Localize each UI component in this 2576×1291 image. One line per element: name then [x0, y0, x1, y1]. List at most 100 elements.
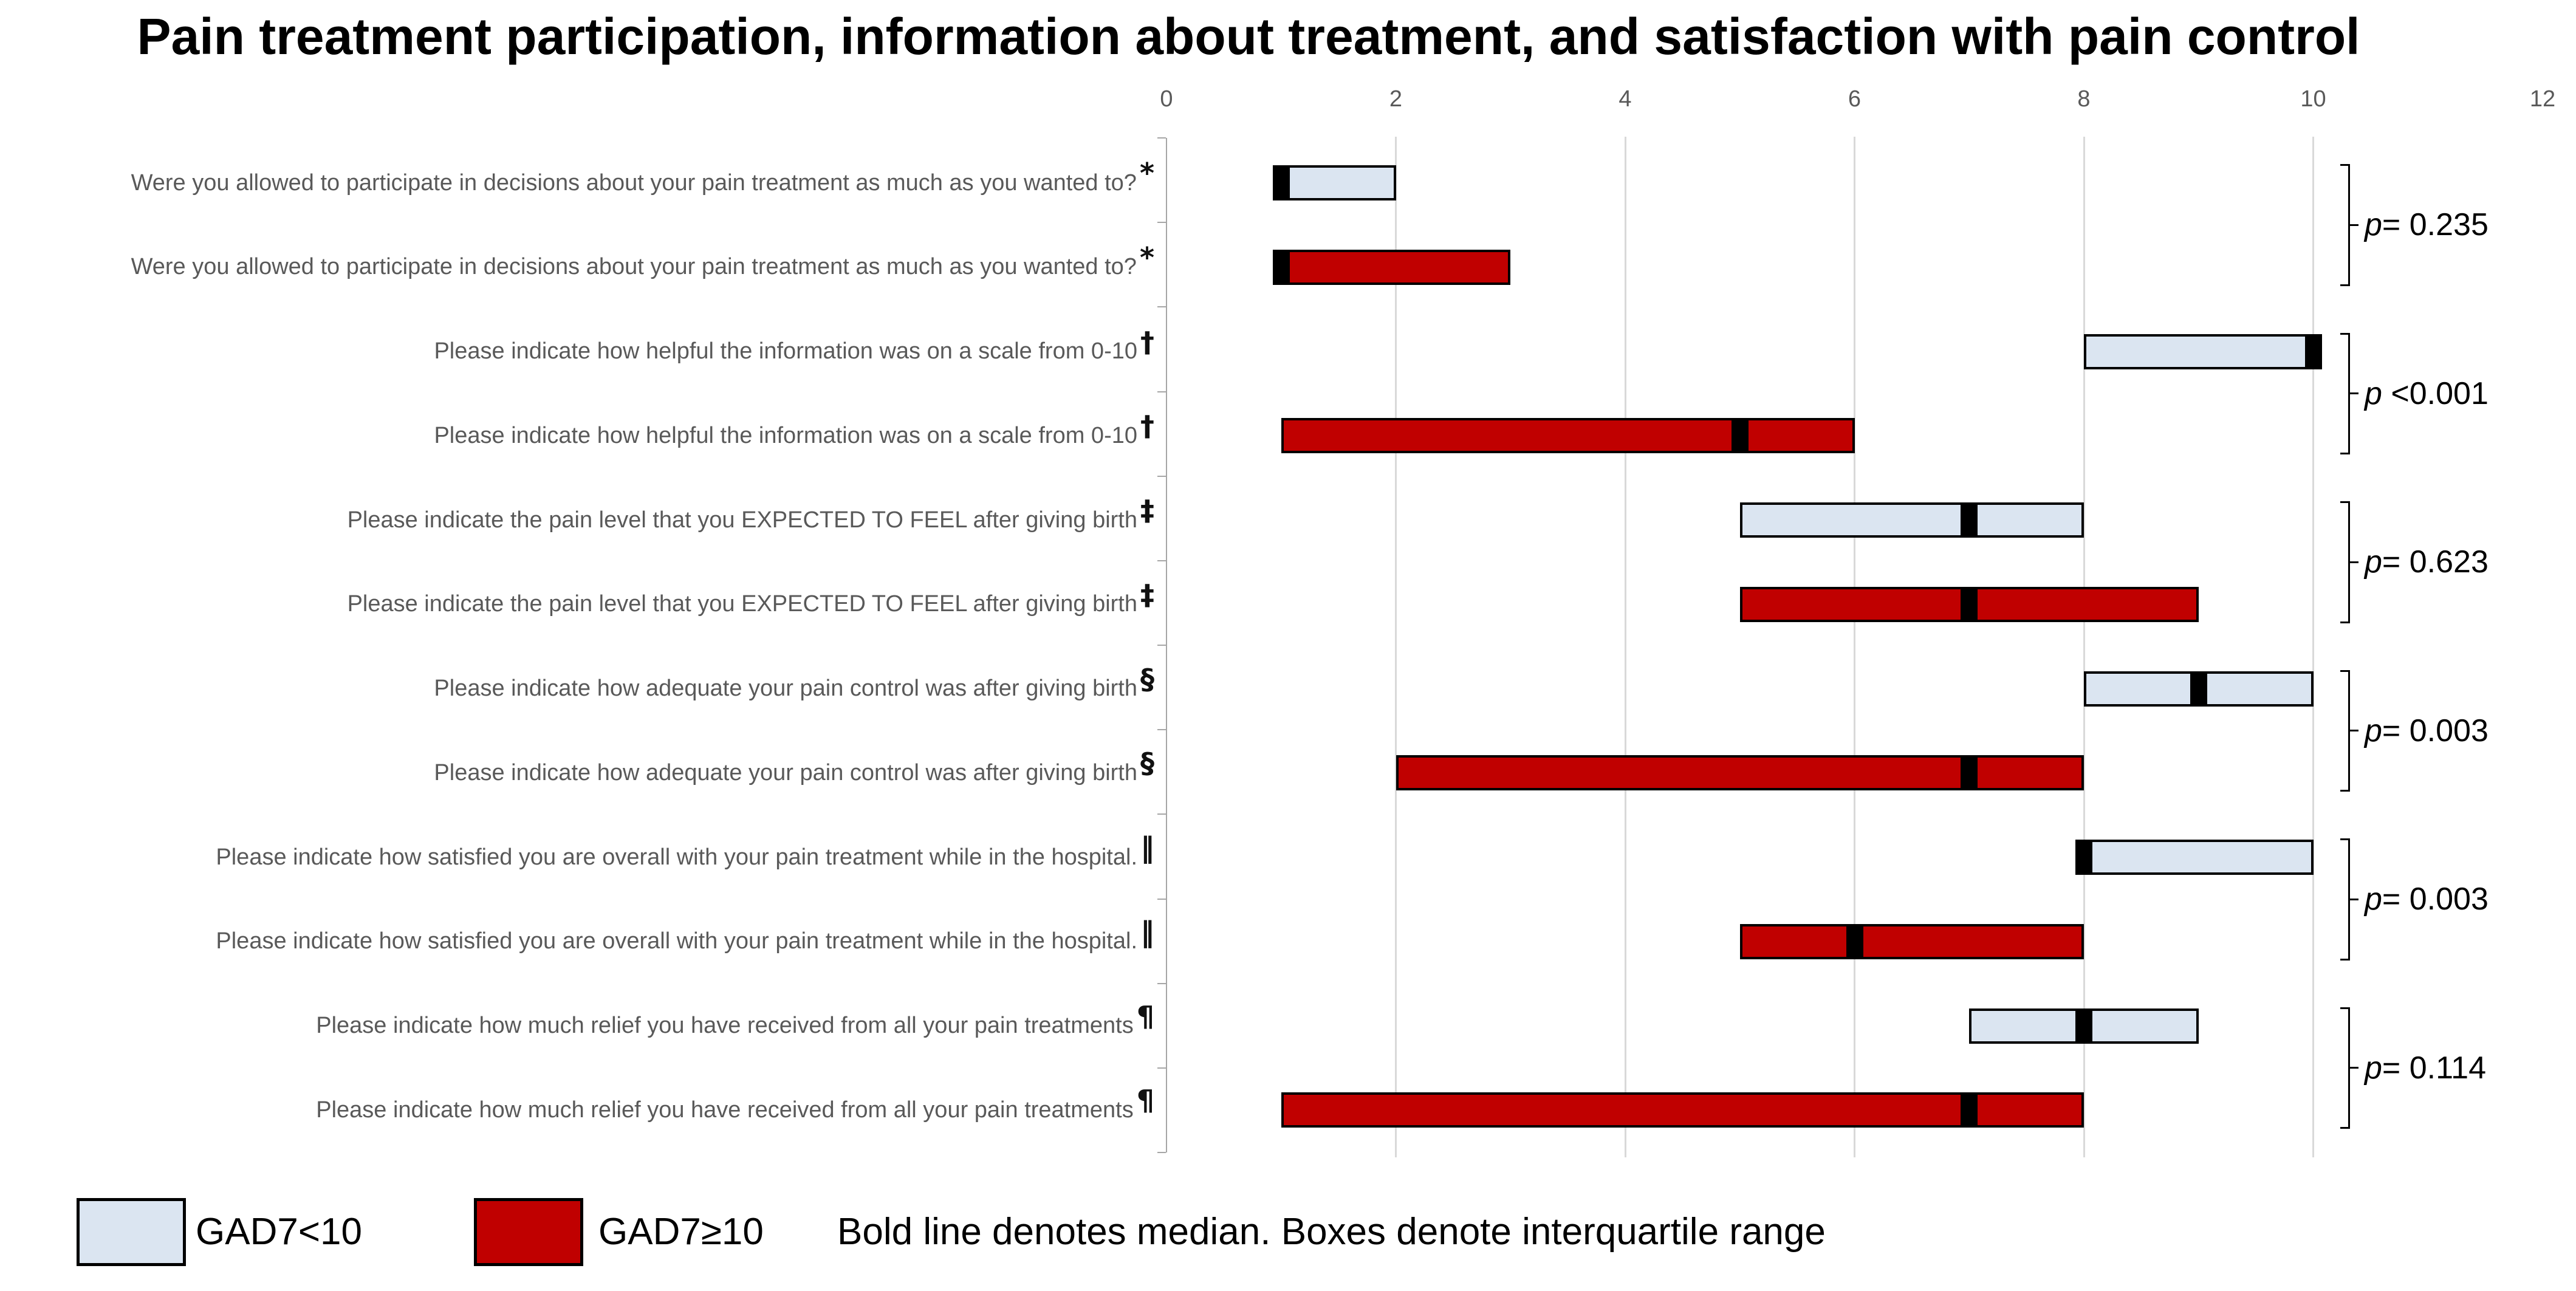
x-axis-tick-label: 8 — [2077, 86, 2091, 112]
x-axis-tick-label: 0 — [1160, 86, 1173, 112]
footnote-symbol: ¶ — [1136, 1084, 1154, 1117]
pair-bracket — [2340, 838, 2350, 961]
row-label: Please indicate how satisfied you are ov… — [24, 916, 1154, 967]
row-label: Please indicate how satisfied you are ov… — [24, 831, 1154, 883]
median-line — [2075, 1008, 2092, 1044]
row-label: Please indicate how helpful the informat… — [24, 326, 1154, 377]
row-label: Please indicate how helpful the informat… — [24, 409, 1154, 461]
legend-label-gad7-ge10: GAD7≥10 — [598, 1211, 764, 1253]
row-label-text: Please indicate how satisfied you are ov… — [216, 844, 1137, 870]
median-line — [1961, 586, 1978, 622]
legend-label-gad7-lt10: GAD7<10 — [196, 1211, 363, 1253]
row-label-text: Please indicate how adequate your pain c… — [434, 759, 1137, 786]
p-italic: p — [2365, 1050, 2382, 1086]
footnote-symbol: § — [1140, 662, 1154, 696]
gridline — [2083, 137, 2085, 1157]
iqr-box-gad7-ge10 — [1396, 755, 2084, 791]
footnote-symbol: * — [1139, 241, 1154, 274]
median-line — [2304, 334, 2322, 369]
p-italic: p — [2365, 207, 2382, 243]
category-axis-tick — [1157, 813, 1166, 815]
footnote-symbol: ¶ — [1136, 999, 1154, 1033]
gridline — [1395, 137, 1397, 1157]
pair-bracket-nub — [2350, 730, 2358, 732]
category-axis-tick — [1157, 560, 1166, 561]
iqr-box-gad7-lt10 — [2084, 334, 2314, 369]
pair-bracket-nub — [2350, 224, 2358, 226]
pair-bracket — [2340, 1007, 2350, 1129]
gridline — [1854, 137, 1855, 1157]
chart-title: Pain treatment participation, informatio… — [137, 8, 2360, 65]
footnote-symbol: * — [1139, 157, 1154, 190]
median-line — [1272, 249, 1290, 285]
row-label-text: Please indicate how helpful the informat… — [434, 422, 1137, 448]
footnote-symbol: † — [1140, 325, 1154, 358]
pair-bracket — [2340, 501, 2350, 623]
median-line — [2190, 671, 2207, 707]
x-axis-tick-label: 10 — [2300, 86, 2326, 112]
p-value-label: p= 0.623 — [2365, 544, 2489, 580]
p-italic: p — [2365, 544, 2382, 580]
iqr-box-gad7-ge10 — [1281, 249, 1511, 285]
p-value-label: p= 0.003 — [2365, 713, 2489, 748]
iqr-box-gad7-lt10 — [1739, 502, 2084, 538]
median-line — [1961, 502, 1978, 538]
iqr-box-gad7-ge10 — [1739, 923, 2084, 959]
pair-bracket — [2340, 164, 2350, 286]
median-line — [1846, 923, 1863, 959]
row-label: Please indicate how adequate your pain c… — [24, 663, 1154, 714]
pair-bracket-nub — [2350, 392, 2358, 395]
footnote-symbol: ‡ — [1140, 578, 1154, 611]
row-label: Were you allowed to participate in decis… — [24, 157, 1154, 208]
pair-bracket-nub — [2350, 898, 2358, 900]
p-value-label: p= 0.003 — [2365, 882, 2489, 917]
pair-bracket-nub — [2350, 561, 2358, 563]
row-label-text: Please indicate how adequate your pain c… — [434, 676, 1137, 701]
p-italic: p — [2365, 375, 2382, 411]
footnote-symbol: ‡ — [1140, 494, 1154, 527]
median-line — [1272, 165, 1290, 200]
row-label-text: Please indicate the pain level that you … — [347, 591, 1137, 617]
median-line — [1961, 1092, 1978, 1128]
category-axis-tick — [1157, 137, 1166, 139]
pair-bracket — [2340, 332, 2350, 455]
category-axis-line — [1166, 138, 1167, 1152]
median-line — [1731, 418, 1749, 454]
row-label: Please indicate how much relief you have… — [24, 1084, 1154, 1135]
gridline — [1624, 137, 1626, 1157]
x-axis-tick-label: 6 — [1848, 86, 1862, 112]
category-axis-tick — [1157, 1152, 1166, 1153]
row-label-text: Please indicate how much relief you have… — [316, 1013, 1134, 1038]
p-value-label: p <0.001 — [2365, 375, 2489, 411]
pair-bracket-nub — [2350, 1067, 2358, 1069]
category-axis-tick — [1157, 898, 1166, 900]
row-label: Please indicate how much relief you have… — [24, 999, 1154, 1052]
category-axis-tick — [1157, 982, 1166, 984]
legend-note: Bold line denotes median. Boxes denote i… — [837, 1211, 1826, 1253]
gridline — [2312, 137, 2314, 1157]
x-axis-tick-label: 2 — [1389, 86, 1403, 112]
median-line — [1961, 755, 1978, 791]
row-label-text: Were you allowed to participate in decis… — [131, 254, 1137, 280]
category-axis-tick — [1157, 391, 1166, 392]
legend-swatch-gad7-lt10 — [77, 1198, 186, 1266]
pair-bracket — [2340, 669, 2350, 792]
iqr-box-gad7-lt10 — [2084, 840, 2314, 875]
p-value-label: p= 0.235 — [2365, 207, 2489, 243]
category-axis-tick — [1157, 222, 1166, 224]
row-label: Please indicate how adequate your pain c… — [24, 747, 1154, 798]
p-value-label: p= 0.114 — [2365, 1050, 2487, 1086]
category-axis-tick — [1157, 645, 1166, 646]
row-label-text: Please indicate how satisfied you are ov… — [216, 928, 1137, 954]
iqr-box-gad7-lt10 — [1281, 165, 1396, 200]
p-italic: p — [2365, 713, 2382, 748]
legend-swatch-gad7-ge10 — [474, 1198, 583, 1266]
row-label: Were you allowed to participate in decis… — [24, 241, 1154, 293]
row-label-text: Please indicate how much relief you have… — [316, 1097, 1134, 1123]
footnote-symbol: § — [1140, 747, 1154, 780]
x-axis-tick-label: 4 — [1619, 86, 1632, 112]
footnote-symbol: ‖ — [1140, 831, 1154, 864]
category-axis-tick — [1157, 729, 1166, 731]
footnote-symbol: ‖ — [1140, 915, 1154, 948]
